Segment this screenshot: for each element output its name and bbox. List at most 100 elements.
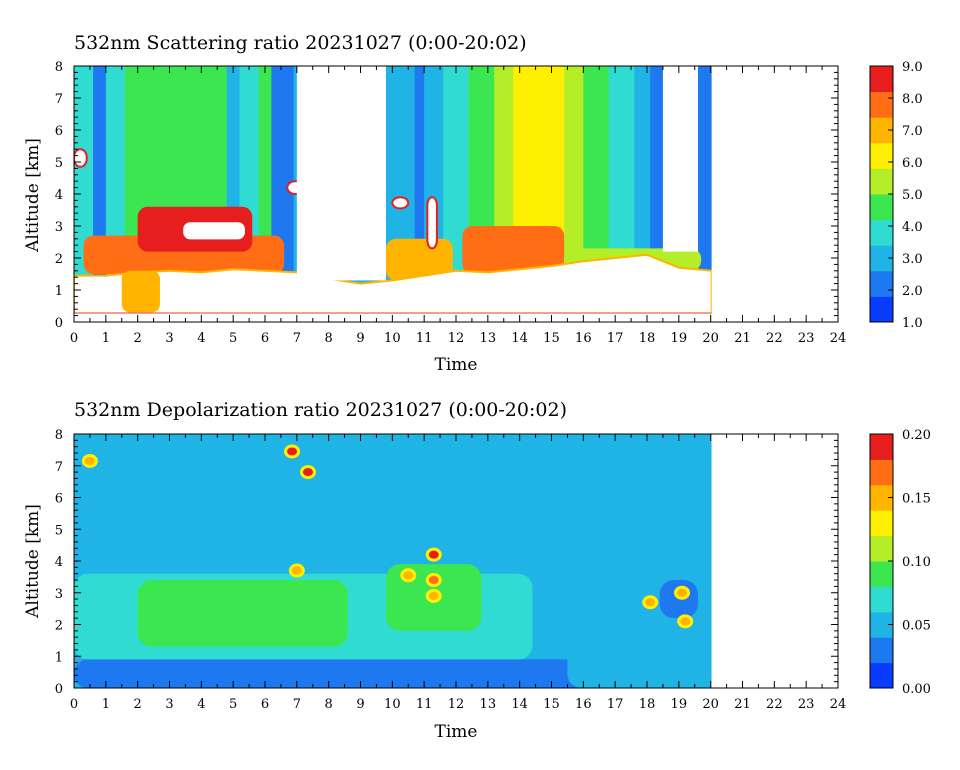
x-tick-label: 1 <box>102 331 110 346</box>
y-tick-label: 0 <box>55 316 63 331</box>
x-tick-label: 11 <box>416 697 433 712</box>
x-tick-label: 7 <box>293 697 301 712</box>
colorbar-tick-label: 0.20 <box>902 428 931 443</box>
colorbar-tick-label: 8.0 <box>902 92 923 107</box>
colorbar-tick-label: 0.05 <box>902 619 931 634</box>
x-tick-label: 6 <box>261 697 269 712</box>
saturated-region <box>181 220 247 242</box>
saturated-region <box>426 196 438 250</box>
colorbar-tick-label: 6.0 <box>902 156 923 171</box>
x-tick-label: 19 <box>671 697 688 712</box>
x-tick-label: 18 <box>639 331 656 346</box>
colorbar-tick-label: 7.0 <box>902 124 923 139</box>
depolarization-ratio-heatmap <box>74 434 838 688</box>
depolarization-ratio-colorbar: 0.00 0.05 0.10 0.15 0.20 <box>869 428 931 697</box>
y-tick-label: 3 <box>55 587 63 602</box>
colorbar-segment <box>870 270 893 297</box>
depolarization-hotspot <box>291 566 302 575</box>
x-tick-label: 5 <box>229 697 237 712</box>
scattering-column <box>414 66 425 322</box>
aerosol-layer <box>385 238 453 281</box>
x-tick-label: 20 <box>702 331 719 346</box>
y-tick-label: 5 <box>55 156 63 171</box>
x-tick-label: 6 <box>261 331 269 346</box>
colorbar-tick-label: 0.00 <box>902 682 931 697</box>
scattering-ratio-xlabel: Time <box>435 355 478 375</box>
x-tick-label: 3 <box>165 697 173 712</box>
colorbar-tick-label: 5.0 <box>902 188 923 203</box>
x-tick-label: 7 <box>293 331 301 346</box>
x-tick-label: 23 <box>798 331 815 346</box>
scattering-ratio-colorbar: 1.0 2.0 3.0 4.0 5.0 6.0 7.0 8.0 9.0 <box>869 60 923 331</box>
depolarization-hotspot <box>680 617 691 626</box>
colorbar-segment <box>870 459 893 486</box>
colorbar-tick-label: 9.0 <box>902 60 923 75</box>
colorbar-segment <box>870 66 893 93</box>
x-tick-label: 14 <box>511 697 528 712</box>
x-tick-label: 18 <box>639 697 656 712</box>
colorbar-tick-label: 0.15 <box>902 492 931 507</box>
x-tick-label: 24 <box>830 697 847 712</box>
x-tick-label: 12 <box>448 331 465 346</box>
x-tick-label: 8 <box>325 697 333 712</box>
colorbar-segment <box>870 117 893 144</box>
y-tick-label: 0 <box>55 682 63 697</box>
colorbar-segment <box>870 561 893 587</box>
depolarization-layer <box>137 580 348 647</box>
colorbar-tick-label: 1.0 <box>902 316 923 331</box>
y-tick-label: 7 <box>55 460 63 475</box>
y-tick-label: 4 <box>55 555 63 570</box>
colorbar-segment <box>870 637 893 664</box>
x-tick-label: 24 <box>830 331 847 346</box>
low-aerosol-plume <box>121 270 160 313</box>
x-tick-label: 17 <box>607 331 624 346</box>
colorbar-segment <box>870 142 893 169</box>
depolarization-hotspot <box>403 571 414 580</box>
no-data-region <box>711 434 838 688</box>
x-tick-label: 10 <box>384 331 401 346</box>
depolarization-layer <box>74 659 712 688</box>
colorbar-tick-label: 0.10 <box>902 555 931 570</box>
no-data-region <box>711 66 838 322</box>
colorbar-segment <box>870 296 893 323</box>
depolarization-ratio-title: 532nm Depolarization ratio 20231027 (0:0… <box>74 399 567 421</box>
scattering-ratio-axes: 0 1 2 3 4 5 6 7 8 9 10 11 12 13 14 15 16 17 18 19 20 21 22 23 24… <box>55 60 847 346</box>
y-tick-label: 2 <box>55 619 63 634</box>
scattering-ratio-heatmap <box>74 66 838 322</box>
colorbar-segment <box>870 662 893 689</box>
depolarization-ratio-panel: 532nm Depolarization ratio 20231027 (0:0… <box>23 399 931 742</box>
x-tick-label: 0 <box>70 331 78 346</box>
depolarization-ratio-ylabel: Altitude [km] <box>23 504 43 619</box>
x-tick-label: 4 <box>197 331 205 346</box>
colorbar-segment <box>870 194 893 221</box>
y-tick-label: 8 <box>55 428 63 443</box>
no-data-region <box>662 66 698 252</box>
x-tick-label: 2 <box>134 697 142 712</box>
colorbar-segment <box>870 611 893 638</box>
y-tick-label: 1 <box>55 650 63 665</box>
saturated-region <box>74 148 88 168</box>
y-tick-label: 7 <box>55 92 63 107</box>
x-tick-label: 16 <box>575 697 592 712</box>
y-tick-label: 5 <box>55 523 63 538</box>
y-tick-label: 6 <box>55 124 63 139</box>
y-tick-label: 6 <box>55 492 63 507</box>
x-tick-label: 13 <box>480 331 497 346</box>
x-tick-label: 8 <box>325 331 333 346</box>
depolarization-hotspot <box>84 456 95 465</box>
colorbar-segment <box>870 91 893 118</box>
boundary-layer-mask <box>74 253 713 322</box>
colorbar-tick-label: 2.0 <box>902 284 923 299</box>
colorbar-segment <box>870 484 893 511</box>
x-tick-label: 4 <box>197 697 205 712</box>
colorbar-segment <box>870 510 893 537</box>
x-tick-label: 14 <box>511 331 528 346</box>
scattering-column <box>697 66 713 322</box>
y-tick-label: 3 <box>55 220 63 235</box>
x-tick-label: 1 <box>102 697 110 712</box>
colorbar-segment <box>870 245 893 272</box>
colorbar-tick-label: 4.0 <box>902 220 923 235</box>
x-tick-label: 2 <box>134 331 142 346</box>
x-tick-label: 22 <box>766 697 783 712</box>
aerosol-layer <box>462 226 565 274</box>
